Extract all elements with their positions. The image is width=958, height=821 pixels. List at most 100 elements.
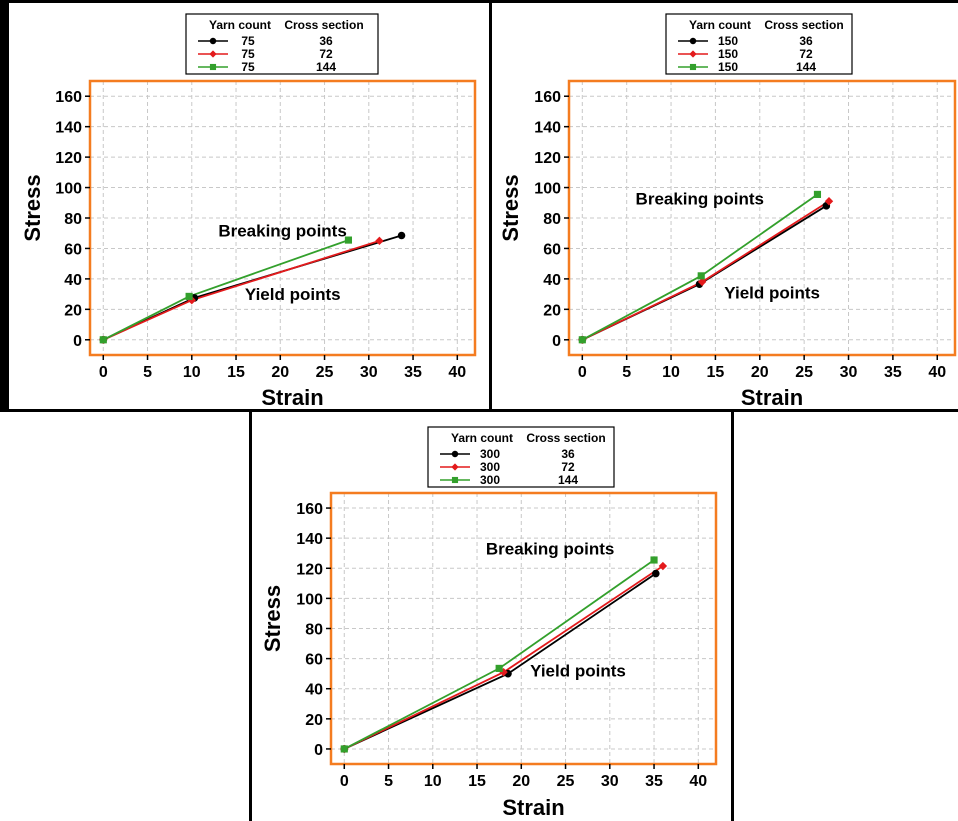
annotation-1: Yield points xyxy=(724,284,820,303)
legend-cross-section-2: 144 xyxy=(316,60,336,74)
legend-header-yarn-count: Yarn count xyxy=(451,431,513,445)
x-tick-label: 5 xyxy=(622,364,631,381)
legend-header-cross-section: Cross section xyxy=(284,18,363,32)
y-tick-label: 0 xyxy=(552,333,561,350)
y-tick-label: 40 xyxy=(543,272,561,289)
legend-cross-section-0: 36 xyxy=(561,447,575,461)
x-tick-label: 20 xyxy=(271,364,289,381)
data-point-2-1 xyxy=(185,292,193,300)
legend-box xyxy=(665,13,853,75)
legend-header-cross-section: Cross section xyxy=(764,18,843,32)
legend-yarn-count-2: 150 xyxy=(718,60,738,74)
annotation-0: Breaking points xyxy=(636,189,764,208)
legend-marker-0 xyxy=(209,37,217,45)
data-point-2-2 xyxy=(344,236,353,244)
data-point-1-2 xyxy=(375,236,384,246)
legend-cross-section-0: 36 xyxy=(319,34,333,48)
y-tick-label: 80 xyxy=(543,211,561,228)
y-tick-label: 20 xyxy=(305,712,323,729)
panel-frame-bottom xyxy=(249,409,734,821)
annotation-0: Breaking points xyxy=(218,221,346,240)
x-tick-label: 35 xyxy=(645,773,663,790)
x-axis-title: Strain xyxy=(741,385,803,410)
legend-yarn-count-0: 150 xyxy=(718,34,738,48)
legend-yarn-count-0: 300 xyxy=(480,447,500,461)
data-point-2-2 xyxy=(650,556,658,564)
x-tick-label: 5 xyxy=(384,773,393,790)
legend-cross-section-0: 36 xyxy=(799,34,813,48)
annotation-0: Breaking points xyxy=(486,540,614,559)
y-axis-title: Stress xyxy=(20,174,45,241)
x-tick-label: 30 xyxy=(601,773,619,790)
x-tick-label: 30 xyxy=(840,364,858,381)
y-tick-label: 100 xyxy=(296,591,323,608)
x-tick-label: 25 xyxy=(795,364,813,381)
y-tick-label: 40 xyxy=(305,682,323,699)
legend: Yarn count Cross section 300 36 300 72 300 144 xyxy=(427,426,615,488)
x-tick-label: 0 xyxy=(340,773,349,790)
y-tick-label: 120 xyxy=(296,561,323,578)
annotation-1: Yield points xyxy=(245,285,341,304)
legend-marker-0 xyxy=(689,37,697,45)
legend-yarn-count-2: 75 xyxy=(241,60,255,74)
x-tick-label: 35 xyxy=(884,364,902,381)
x-tick-label: 20 xyxy=(512,773,530,790)
legend-cross-section-1: 72 xyxy=(799,47,813,61)
legend-header-yarn-count: Yarn count xyxy=(209,18,271,32)
y-tick-label: 140 xyxy=(534,120,561,137)
legend-header-yarn-count: Yarn count xyxy=(689,18,751,32)
legend-yarn-count-0: 75 xyxy=(241,34,255,48)
x-tick-label: 40 xyxy=(689,773,707,790)
x-tick-label: 25 xyxy=(557,773,575,790)
y-tick-label: 100 xyxy=(534,181,561,198)
x-tick-label: 35 xyxy=(404,364,422,381)
legend-header-cross-section: Cross section xyxy=(526,431,605,445)
x-tick-label: 15 xyxy=(227,364,245,381)
data-point-1-1 xyxy=(697,277,707,287)
annotation-1: Yield points xyxy=(530,662,626,681)
legend: Yarn count Cross section 150 36 150 72 150 144 xyxy=(665,13,853,75)
legend-cross-section-1: 72 xyxy=(561,460,575,474)
y-tick-label: 120 xyxy=(534,150,561,167)
x-axis-title: Strain xyxy=(502,795,564,820)
legend-marker-1 xyxy=(689,50,697,58)
panel-frame-top-right xyxy=(489,0,958,412)
y-tick-label: 160 xyxy=(534,89,561,106)
data-point-2-1 xyxy=(697,272,705,280)
y-tick-label: 140 xyxy=(55,120,82,137)
legend-cross-section-2: 144 xyxy=(558,473,578,487)
data-point-1-2 xyxy=(658,561,668,571)
data-point-2-1 xyxy=(495,664,503,672)
y-tick-label: 80 xyxy=(64,211,82,228)
y-axis-title: Stress xyxy=(498,174,523,241)
legend-marker-2 xyxy=(209,63,217,71)
legend-yarn-count-1: 75 xyxy=(241,47,255,61)
x-tick-label: 10 xyxy=(662,364,680,381)
legend-marker-0 xyxy=(451,450,459,458)
data-point-2-0 xyxy=(340,745,348,753)
data-point-2-0 xyxy=(99,336,107,344)
y-tick-label: 60 xyxy=(305,652,323,669)
x-tick-label: 40 xyxy=(448,364,466,381)
y-tick-label: 140 xyxy=(296,531,323,548)
y-tick-label: 0 xyxy=(73,333,82,350)
x-tick-label: 15 xyxy=(468,773,486,790)
legend: Yarn count Cross section 75 36 75 72 75 144 xyxy=(185,13,379,75)
legend-yarn-count-1: 300 xyxy=(480,460,500,474)
data-point-1-1 xyxy=(499,667,508,677)
legend-marker-2 xyxy=(689,63,697,71)
legend-yarn-count-1: 150 xyxy=(718,47,738,61)
legend-marker-1 xyxy=(451,463,459,471)
y-tick-label: 120 xyxy=(55,150,82,167)
x-tick-label: 0 xyxy=(99,364,108,381)
data-point-2-2 xyxy=(813,190,822,198)
data-point-0-2 xyxy=(652,569,660,578)
data-point-0-2 xyxy=(397,231,406,240)
legend-cross-section-1: 72 xyxy=(319,47,333,61)
y-tick-label: 60 xyxy=(64,241,82,258)
y-tick-label: 100 xyxy=(55,181,82,198)
legend-box xyxy=(427,426,615,488)
